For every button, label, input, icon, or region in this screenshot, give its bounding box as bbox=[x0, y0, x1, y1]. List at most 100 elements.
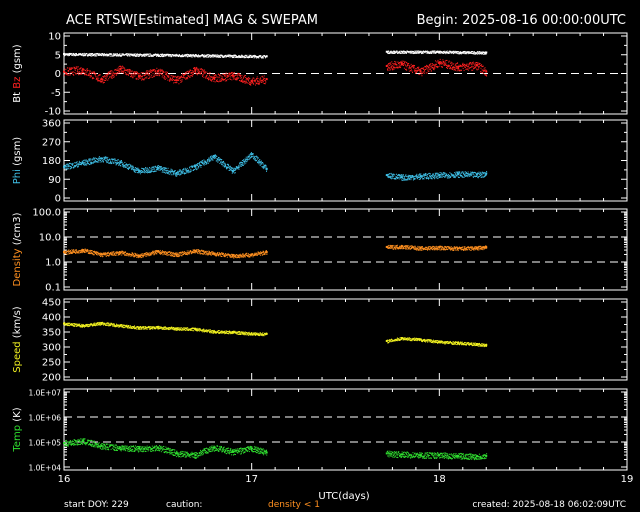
data-dot-phi-phi bbox=[162, 171, 164, 173]
data-dot-phi-phi bbox=[76, 162, 78, 164]
data-dot-phi-phi bbox=[480, 174, 482, 176]
data-dot-density-density bbox=[199, 253, 201, 255]
data-dot-mag-bt bbox=[402, 52, 404, 54]
data-dot-density-density bbox=[83, 249, 85, 251]
data-dot-phi-phi bbox=[135, 169, 137, 171]
data-dot-mag-bz bbox=[445, 62, 447, 64]
data-dot-mag-bz bbox=[77, 72, 79, 74]
data-dot-mag-bt bbox=[470, 52, 472, 54]
data-dot-phi-phi bbox=[160, 169, 162, 171]
data-dot-mag-bt bbox=[101, 53, 103, 55]
data-dot-phi-phi bbox=[140, 172, 142, 174]
data-dot-phi-phi bbox=[167, 171, 169, 173]
data-dot-phi-phi bbox=[226, 167, 228, 169]
data-dot-mag-bz bbox=[443, 61, 445, 63]
data-dot-phi-phi bbox=[170, 170, 172, 172]
data-dot-phi-phi bbox=[150, 170, 152, 172]
data-dot-mag-bt bbox=[391, 52, 393, 54]
data-dot-mag-bz bbox=[154, 73, 156, 75]
data-dot-mag-bt bbox=[182, 54, 184, 56]
data-dot-phi-phi bbox=[147, 169, 149, 171]
data-dot-phi-phi bbox=[170, 174, 172, 176]
data-dot-mag-bt bbox=[432, 52, 434, 54]
data-dot-phi-phi bbox=[142, 170, 144, 172]
data-dot-mag-bt bbox=[95, 53, 97, 55]
data-dot-phi-phi bbox=[401, 179, 403, 181]
data-dot-density-density bbox=[80, 251, 82, 253]
data-dot-density-density bbox=[202, 253, 204, 255]
data-dot-phi-phi bbox=[224, 165, 226, 167]
data-dot-phi-phi bbox=[233, 168, 235, 170]
data-dot-phi-phi bbox=[432, 174, 434, 176]
data-dot-phi-phi bbox=[484, 175, 486, 177]
data-dot-mag-bz bbox=[148, 74, 150, 76]
data-dot-phi-phi bbox=[388, 176, 390, 178]
data-dot-mag-bz bbox=[466, 63, 468, 65]
data-dot-mag-bz bbox=[173, 76, 175, 78]
data-dot-density-density bbox=[83, 250, 85, 252]
data-dot-mag-bz bbox=[259, 78, 261, 80]
data-dot-phi-phi bbox=[93, 157, 95, 159]
data-dot-mag-bt bbox=[65, 53, 67, 55]
data-dot-phi-phi bbox=[179, 173, 181, 175]
data-dot-phi-phi bbox=[111, 162, 113, 164]
data-dot-mag-bt bbox=[230, 56, 232, 58]
data-dot-mag-bt bbox=[195, 55, 197, 57]
data-dot-phi-phi bbox=[426, 178, 428, 180]
data-dot-phi-phi bbox=[416, 173, 418, 175]
data-dot-phi-phi bbox=[434, 173, 436, 175]
data-dot-mag-bz bbox=[207, 77, 209, 79]
y-axis-label-density: Density (/cm3) bbox=[12, 212, 23, 286]
data-dot-phi-phi bbox=[86, 164, 88, 166]
data-dot-phi-phi bbox=[154, 170, 156, 172]
data-dot-mag-bz bbox=[416, 70, 418, 72]
data-dot-phi-phi bbox=[414, 178, 416, 180]
data-dot-mag-bt bbox=[249, 54, 251, 56]
data-dot-phi-phi bbox=[220, 159, 222, 161]
data-dot-phi-phi bbox=[235, 167, 237, 169]
data-dot-density-density bbox=[98, 253, 100, 255]
data-dot-phi-phi bbox=[387, 176, 389, 178]
data-dot-density-density bbox=[151, 253, 153, 255]
data-dot-mag-bz bbox=[116, 68, 118, 70]
data-dot-phi-phi bbox=[457, 176, 459, 178]
data-dot-mag-bz bbox=[127, 74, 129, 76]
data-dot-mag-bt bbox=[158, 55, 160, 57]
data-dot-mag-bt bbox=[448, 51, 450, 53]
data-dot-density-density bbox=[148, 252, 150, 254]
data-dot-density-density bbox=[102, 255, 104, 257]
data-dot-mag-bz bbox=[482, 66, 484, 68]
data-dot-phi-phi bbox=[80, 162, 82, 164]
data-dot-mag-bt bbox=[77, 54, 79, 56]
data-dot-phi-phi bbox=[423, 173, 425, 175]
data-dot-phi-phi bbox=[214, 154, 216, 156]
data-dot-mag-bz bbox=[444, 60, 446, 62]
data-dot-mag-bz bbox=[168, 76, 170, 78]
data-dot-phi-phi bbox=[153, 169, 155, 171]
data-dot-mag-bt bbox=[116, 55, 118, 57]
data-dot-mag-bz bbox=[88, 69, 90, 71]
data-dot-phi-phi bbox=[190, 168, 192, 170]
data-dot-density-density bbox=[65, 252, 67, 254]
data-dot-phi-phi bbox=[120, 161, 122, 163]
data-dot-phi-phi bbox=[230, 167, 232, 169]
data-dot-mag-bz bbox=[101, 79, 103, 81]
data-dot-mag-bz bbox=[389, 67, 391, 69]
data-dot-mag-bt bbox=[97, 54, 99, 56]
data-dot-phi-phi bbox=[129, 165, 131, 167]
data-dot-phi-phi bbox=[441, 174, 443, 176]
data-dot-density-density bbox=[83, 251, 85, 253]
data-dot-phi-phi bbox=[89, 162, 91, 164]
data-dot-phi-phi bbox=[451, 175, 453, 177]
data-dot-phi-phi bbox=[217, 159, 219, 161]
data-dot-phi-phi bbox=[263, 164, 265, 166]
data-dot-mag-bt bbox=[483, 51, 485, 53]
data-dot-density-density bbox=[161, 250, 163, 252]
data-dot-mag-bz bbox=[420, 72, 422, 74]
data-dot-phi-phi bbox=[84, 162, 86, 164]
data-dot-phi-phi bbox=[185, 170, 187, 172]
data-dot-mag-bz bbox=[449, 67, 451, 69]
data-dot-phi-phi bbox=[98, 158, 100, 160]
data-point-phi-phi-13 bbox=[400, 176, 403, 179]
data-dot-phi-phi bbox=[228, 167, 230, 169]
